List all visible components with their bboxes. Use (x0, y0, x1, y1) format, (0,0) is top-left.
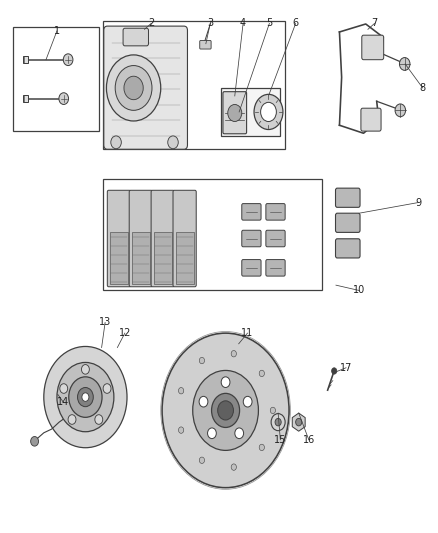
FancyBboxPatch shape (107, 190, 131, 287)
Bar (103, 179, 322, 290)
Bar (154, 232, 172, 284)
Circle shape (82, 393, 89, 401)
Circle shape (275, 418, 281, 426)
Circle shape (235, 428, 244, 439)
Text: 9: 9 (415, 198, 421, 207)
FancyBboxPatch shape (200, 41, 211, 49)
Circle shape (231, 464, 237, 470)
Text: 12: 12 (119, 328, 131, 338)
FancyBboxPatch shape (242, 260, 261, 276)
FancyBboxPatch shape (266, 204, 285, 220)
FancyBboxPatch shape (361, 108, 381, 131)
Bar (110, 232, 128, 284)
Circle shape (57, 362, 114, 432)
Circle shape (168, 136, 178, 149)
Circle shape (259, 444, 265, 450)
Text: 5: 5 (266, 19, 272, 28)
Text: 6: 6 (293, 19, 299, 28)
FancyBboxPatch shape (242, 230, 261, 247)
FancyBboxPatch shape (336, 239, 360, 258)
Text: 8: 8 (420, 83, 426, 93)
FancyBboxPatch shape (242, 204, 261, 220)
Circle shape (111, 136, 121, 149)
FancyBboxPatch shape (104, 26, 187, 149)
FancyBboxPatch shape (173, 190, 196, 287)
Circle shape (81, 365, 89, 374)
Circle shape (115, 66, 152, 110)
Circle shape (193, 370, 258, 450)
Circle shape (95, 415, 103, 424)
Circle shape (78, 387, 93, 407)
Bar (103, 21, 285, 149)
Circle shape (261, 102, 276, 122)
Text: 10: 10 (353, 286, 365, 295)
Circle shape (69, 377, 102, 417)
Circle shape (124, 76, 143, 100)
Bar (176, 232, 194, 284)
Circle shape (199, 457, 205, 464)
Circle shape (228, 104, 242, 122)
Circle shape (271, 414, 285, 431)
Circle shape (44, 346, 127, 448)
FancyBboxPatch shape (266, 260, 285, 276)
Circle shape (243, 397, 252, 407)
Circle shape (63, 54, 73, 66)
Polygon shape (292, 413, 305, 431)
Circle shape (60, 384, 68, 393)
Circle shape (179, 387, 184, 394)
Circle shape (395, 104, 406, 117)
Circle shape (68, 415, 76, 424)
Circle shape (199, 397, 208, 407)
Text: 15: 15 (274, 435, 286, 445)
FancyBboxPatch shape (362, 35, 384, 60)
Text: 17: 17 (340, 363, 352, 373)
FancyBboxPatch shape (123, 28, 148, 46)
Bar (22, 56, 28, 63)
FancyBboxPatch shape (129, 190, 152, 287)
FancyBboxPatch shape (266, 230, 285, 247)
Circle shape (259, 370, 265, 377)
Circle shape (103, 384, 111, 393)
Circle shape (59, 93, 69, 104)
Circle shape (31, 437, 39, 446)
Circle shape (179, 427, 184, 433)
Bar (221, 88, 280, 136)
Circle shape (208, 428, 216, 439)
Text: 11: 11 (241, 328, 254, 338)
Circle shape (199, 357, 205, 364)
Text: 7: 7 (371, 19, 378, 28)
Bar (22, 95, 28, 102)
Circle shape (221, 377, 230, 387)
Circle shape (332, 368, 337, 374)
Bar (13, 27, 99, 131)
Text: 16: 16 (303, 435, 315, 445)
Text: 2: 2 (148, 19, 154, 28)
Text: 4: 4 (240, 19, 246, 28)
Circle shape (254, 94, 283, 130)
FancyBboxPatch shape (336, 188, 360, 207)
Text: 13: 13 (99, 318, 111, 327)
Circle shape (296, 418, 302, 426)
Circle shape (218, 401, 233, 420)
Text: 3: 3 (207, 19, 213, 28)
Circle shape (270, 407, 276, 414)
Circle shape (399, 58, 410, 70)
Circle shape (106, 55, 161, 121)
FancyBboxPatch shape (151, 190, 174, 287)
Circle shape (162, 333, 289, 488)
Text: 14: 14 (57, 398, 70, 407)
Text: 1: 1 (54, 26, 60, 36)
FancyBboxPatch shape (336, 213, 360, 232)
FancyBboxPatch shape (223, 92, 247, 134)
Circle shape (231, 351, 237, 357)
Bar (132, 232, 150, 284)
Circle shape (212, 393, 240, 427)
